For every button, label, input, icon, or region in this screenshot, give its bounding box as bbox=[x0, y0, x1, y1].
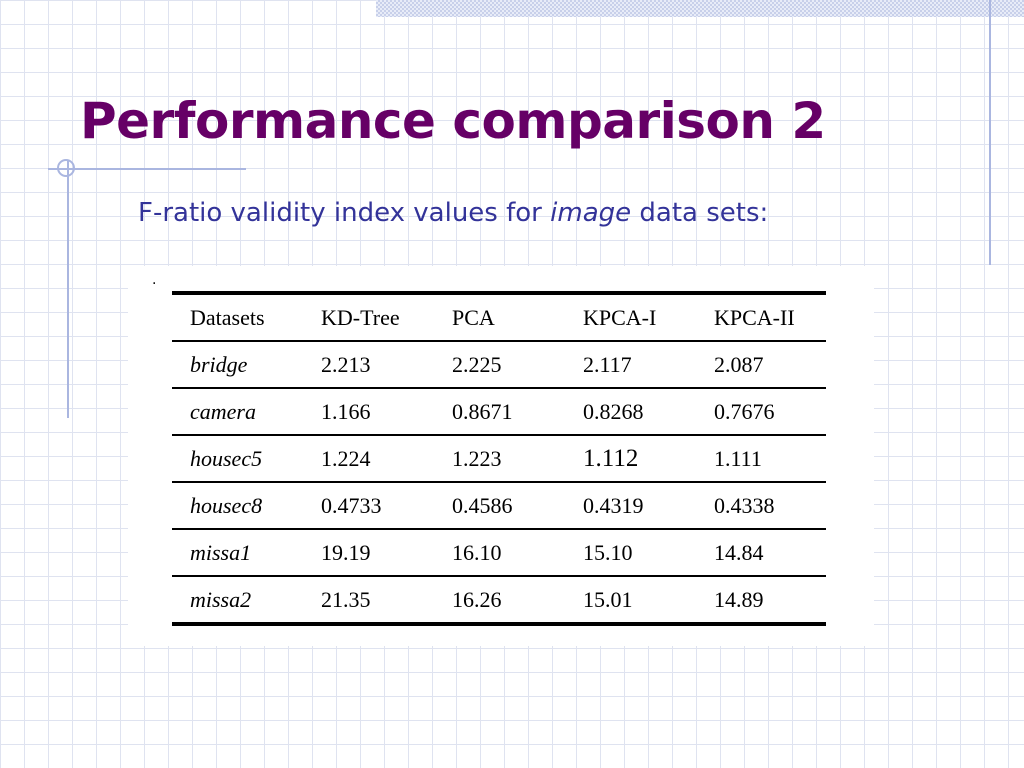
value-cell: 0.4338 bbox=[695, 482, 826, 530]
value-cell: 1.111 bbox=[695, 435, 826, 483]
value-cell: 0.4733 bbox=[302, 482, 434, 530]
header-cell: KPCA-II bbox=[695, 291, 826, 342]
value-cell: 1.166 bbox=[302, 388, 434, 436]
value-cell: 1.223 bbox=[433, 435, 565, 483]
value-cell: 15.01 bbox=[564, 576, 696, 626]
table-row: camera 1.166 0.8671 0.8268 0.7676 bbox=[172, 388, 826, 436]
table-header-row: Datasets KD-Tree PCA KPCA-I KPCA-II bbox=[172, 291, 826, 342]
results-table: Datasets KD-Tree PCA KPCA-I KPCA-II brid… bbox=[172, 291, 826, 626]
value-cell: 0.8268 bbox=[564, 388, 696, 436]
value-cell: 14.89 bbox=[695, 576, 826, 626]
dataset-cell: housec5 bbox=[172, 435, 303, 483]
value-cell: 0.4586 bbox=[433, 482, 565, 530]
dataset-cell: camera bbox=[172, 388, 303, 436]
value-cell: 2.117 bbox=[564, 341, 696, 389]
header-cell: Datasets bbox=[172, 291, 303, 342]
value-cell: 15.10 bbox=[564, 529, 696, 577]
value-cell: 0.4319 bbox=[564, 482, 696, 530]
table-row: bridge 2.213 2.225 2.117 2.087 bbox=[172, 341, 826, 389]
value-cell: 0.7676 bbox=[695, 388, 826, 436]
value-cell: 21.35 bbox=[302, 576, 434, 626]
header-cell: KPCA-I bbox=[564, 291, 696, 342]
top-decorative-band bbox=[376, 0, 1024, 17]
decorative-circle-icon bbox=[57, 159, 75, 177]
left-decorative-line bbox=[67, 160, 69, 418]
dataset-cell: missa1 bbox=[172, 529, 303, 577]
right-decorative-line bbox=[989, 0, 991, 265]
table-row: missa1 19.19 16.10 15.10 14.84 bbox=[172, 529, 826, 577]
slide-title: Performance comparison 2 bbox=[80, 92, 826, 150]
dataset-cell: housec8 bbox=[172, 482, 303, 530]
table-row: housec8 0.4733 0.4586 0.4319 0.4338 bbox=[172, 482, 826, 530]
subtitle-text-end: data sets: bbox=[631, 198, 769, 228]
value-cell: 14.84 bbox=[695, 529, 826, 577]
subtitle-emphasis: image bbox=[550, 198, 632, 228]
dataset-cell: missa2 bbox=[172, 576, 303, 626]
dataset-cell: bridge bbox=[172, 341, 303, 389]
value-cell: 0.8671 bbox=[433, 388, 565, 436]
value-cell: 16.26 bbox=[433, 576, 565, 626]
header-cell: KD-Tree bbox=[302, 291, 434, 342]
value-cell: 19.19 bbox=[302, 529, 434, 577]
table-row: missa2 21.35 16.26 15.01 14.89 bbox=[172, 576, 826, 626]
slide-subtitle: F-ratio validity index values for image … bbox=[138, 198, 768, 228]
table-row: housec5 1.224 1.223 1.112 1.111 bbox=[172, 435, 826, 483]
title-underline bbox=[48, 168, 246, 170]
value-cell: 1.224 bbox=[302, 435, 434, 483]
stray-dot: . bbox=[152, 272, 157, 288]
header-cell: PCA bbox=[433, 291, 565, 342]
value-cell: 16.10 bbox=[433, 529, 565, 577]
value-cell: 2.087 bbox=[695, 341, 826, 389]
value-cell: 2.213 bbox=[302, 341, 434, 389]
value-cell: 2.225 bbox=[433, 341, 565, 389]
subtitle-text-start: F-ratio validity index values for bbox=[138, 198, 551, 228]
value-cell: 1.112 bbox=[564, 435, 696, 483]
table-background: . Datasets KD-Tree PCA KPCA-I KPCA-II br… bbox=[128, 266, 874, 646]
